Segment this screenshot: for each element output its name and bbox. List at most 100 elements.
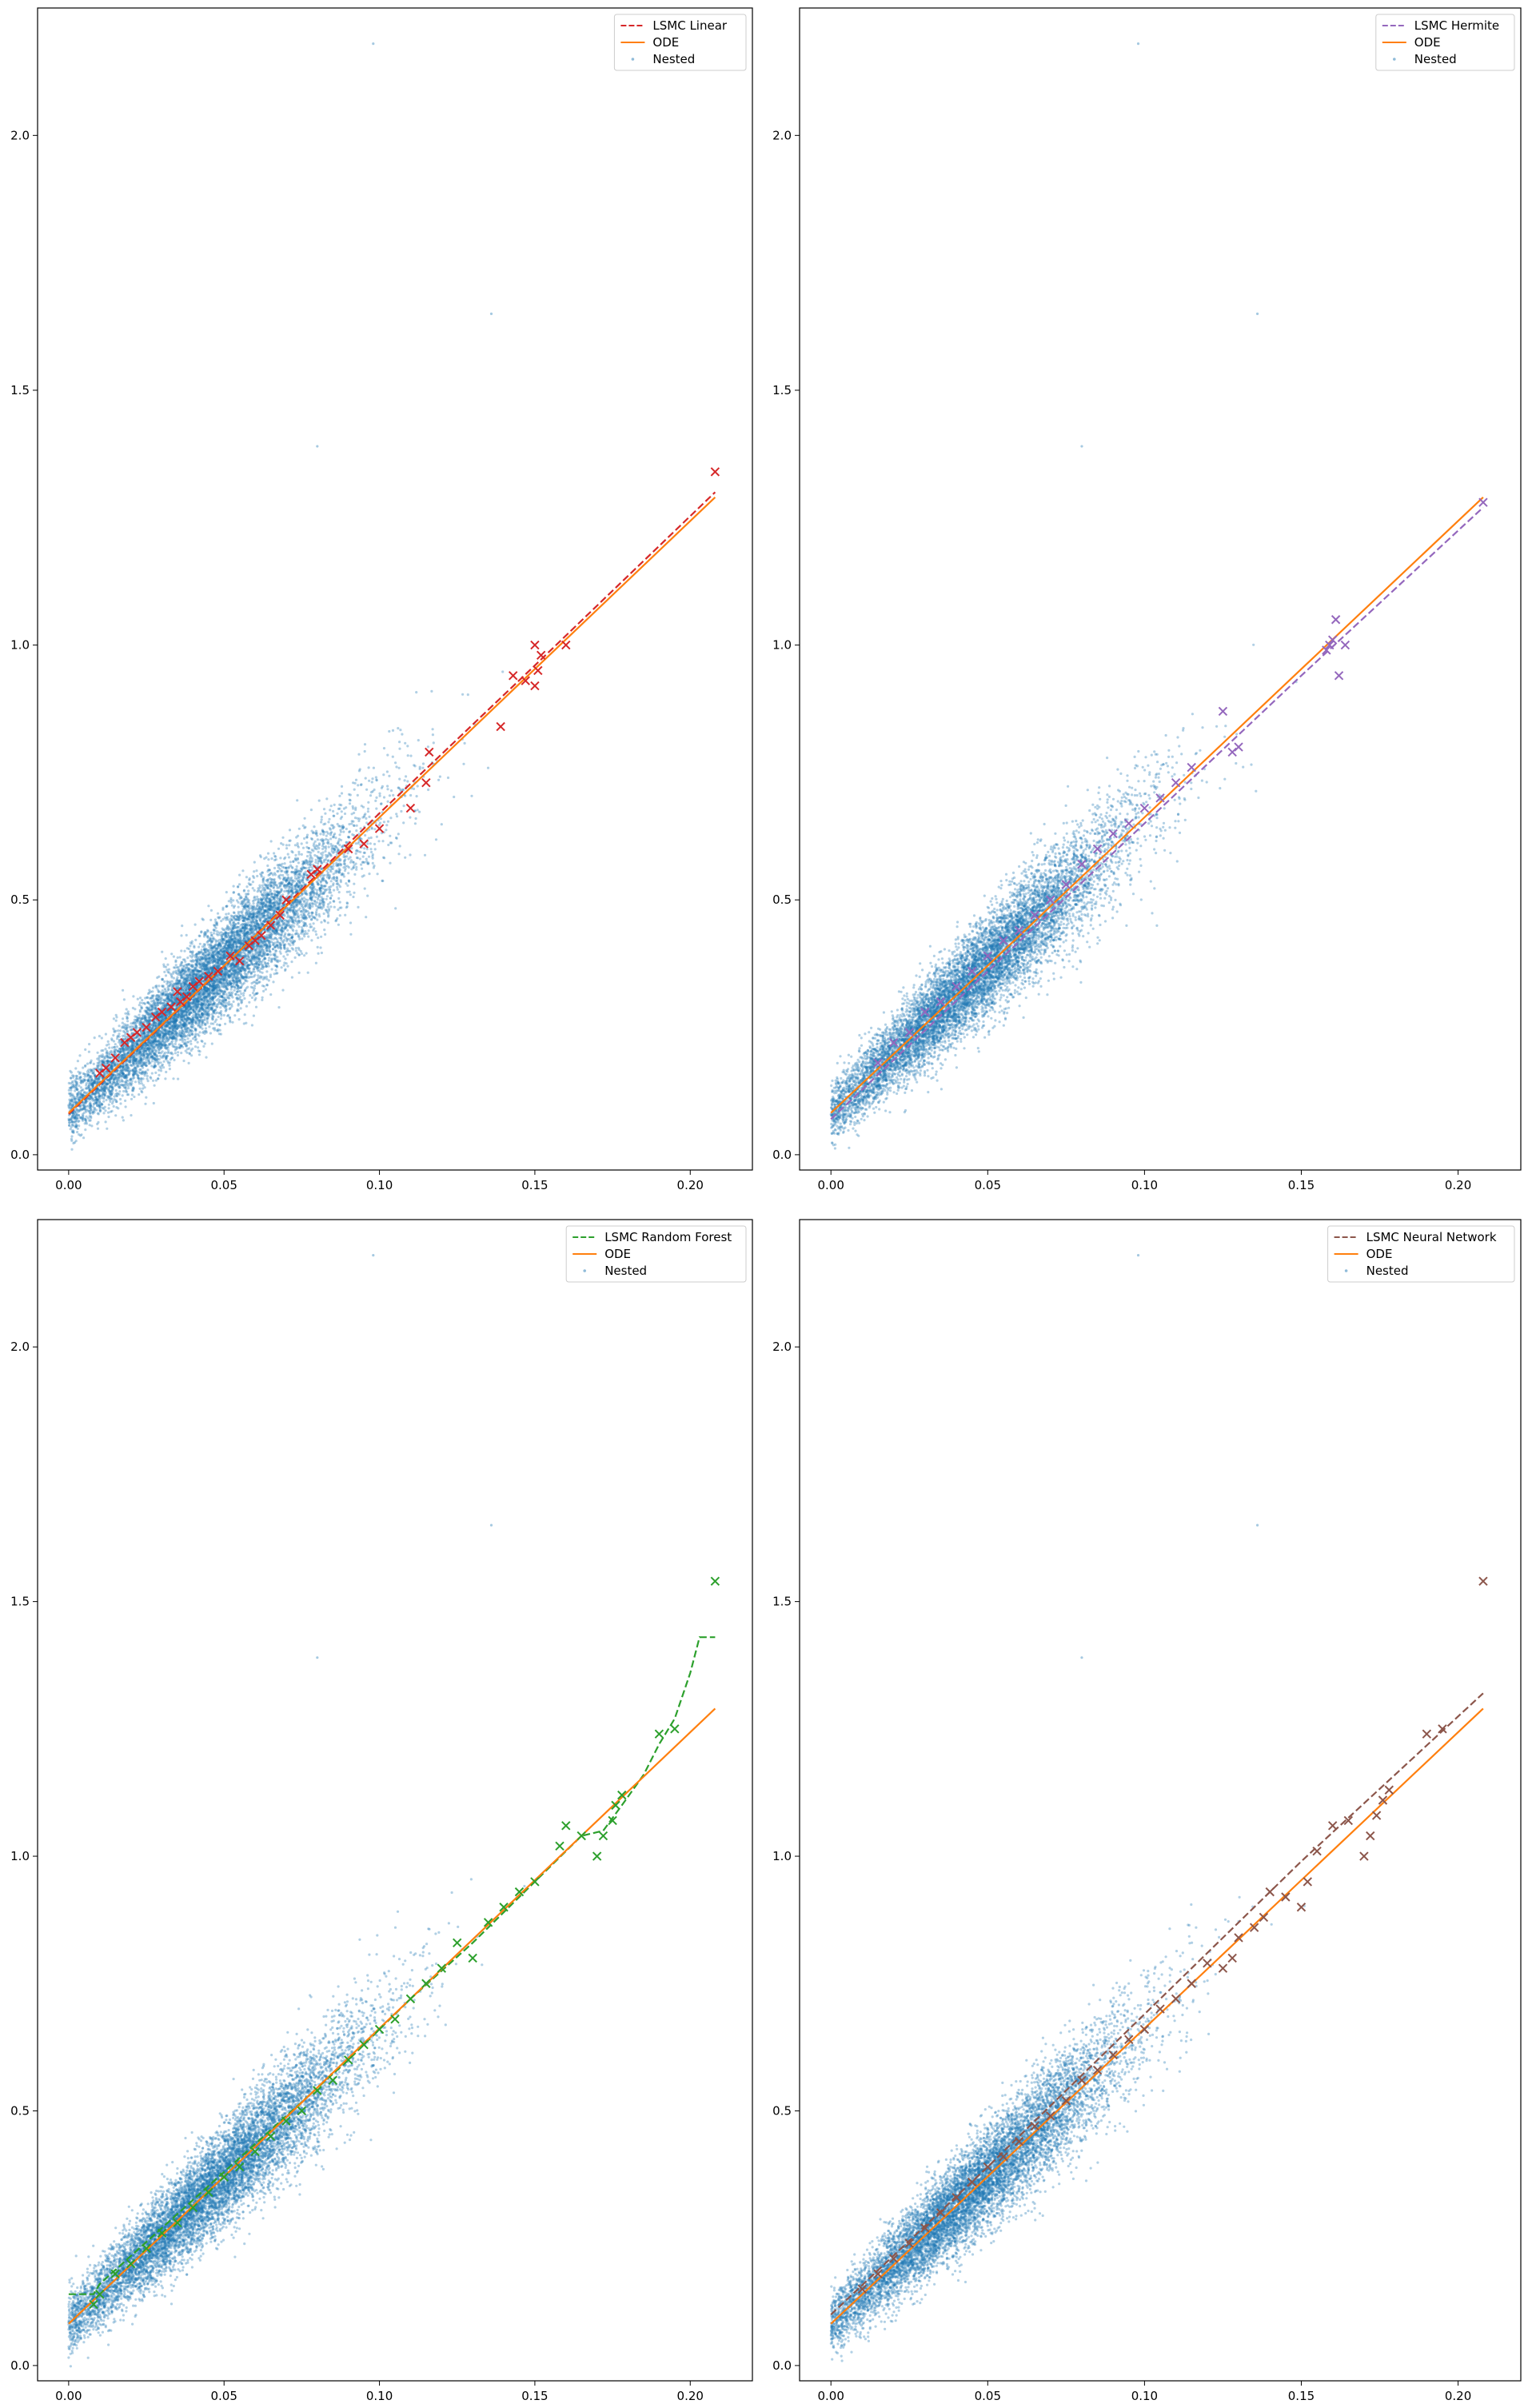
nested-point [209,992,213,995]
nested-point [290,879,293,882]
nested-point [140,1055,143,1058]
nested-point [224,931,227,935]
nested-point [282,866,285,869]
nested-point [166,1060,170,1063]
nested-point [338,833,341,837]
nested-point [294,891,297,894]
nested-point [84,1048,87,1051]
nested-point [242,981,245,984]
nested-point [159,1030,162,1033]
nested-point [202,948,205,952]
nested-point [166,1024,169,1028]
nested-point [193,978,196,981]
nested-point [189,1033,192,1036]
nested-point [256,874,259,878]
nested-point [150,1041,153,1044]
nested-point [261,960,264,963]
nested-point [291,928,294,931]
nested-point [204,931,207,934]
nested-point [378,821,382,825]
nested-point [259,954,262,957]
nested-point [285,962,288,965]
nested-point [237,993,240,996]
subplot-top-left: 0.00 0.05 0.10 0.15 0.200.00.51.01.52.0LSMC … [10,7,753,1192]
nested-point [125,1067,128,1070]
nested-point [174,1022,178,1025]
nested-point [181,1009,184,1012]
nested-point [294,872,297,875]
nested-point [192,1001,195,1004]
nested-point [395,765,398,769]
nested-point [225,979,228,982]
nested-point [114,1064,117,1067]
nested-point [213,976,217,980]
nested-point [230,946,233,949]
nested-point [155,1021,158,1024]
nested-point [285,910,288,913]
nested-point [269,993,273,996]
nested-point [236,1008,239,1011]
nested-point [353,864,356,867]
nested-point [285,879,288,882]
nested-point [337,871,341,874]
nested-point [174,1030,178,1033]
nested-point [231,915,234,918]
nested-point [191,959,194,962]
nested-point [169,1023,172,1026]
nested-point [225,964,229,967]
nested-point [78,1054,82,1057]
nested-point [275,972,278,975]
nested-point [175,1038,178,1041]
nested-point [319,875,322,878]
nested-point [295,929,298,932]
nested-point [265,984,269,987]
nested-point [311,902,314,905]
nested-point [147,1052,150,1056]
nested-point [150,1055,153,1059]
nested-point [231,996,234,999]
nested-point [243,996,246,1000]
nested-point [262,940,265,944]
nested-point [240,976,243,979]
nested-point [215,999,218,1002]
nested-point [181,969,184,972]
nested-point [106,1127,109,1130]
nested-point [394,907,397,910]
nested-point [189,944,192,948]
nested-point [309,837,313,841]
nested-point [221,979,225,982]
nested-point [297,953,301,956]
nested-point [233,918,237,921]
nested-point [265,933,269,937]
nested-point [395,813,398,816]
nested-point [244,924,247,928]
nested-point [201,953,205,956]
nested-point [271,901,274,904]
nested-point [375,796,378,800]
nested-point [79,1105,82,1108]
nested-point [270,906,273,910]
nested-point [363,743,367,746]
nested-point [164,1077,167,1080]
nested-point [355,829,358,833]
nested-point [153,1004,156,1007]
nested-point [134,1060,137,1063]
nested-point [158,1028,161,1032]
nested-point [146,1077,149,1080]
nested-point [221,906,225,909]
nested-point [229,936,233,940]
nested-point [169,1020,172,1023]
nested-point [136,1034,139,1037]
nested-point [154,1023,158,1026]
nested-point [132,1062,135,1065]
nested-point [237,972,240,976]
nested-point [115,1106,118,1109]
nested-point [278,959,281,963]
nested-point [145,1049,148,1052]
nested-point [338,794,341,797]
nested-point [159,1046,162,1049]
nested-point [300,867,303,870]
nested-point [229,938,233,941]
nested-point [158,984,161,988]
nested-point [250,922,253,925]
